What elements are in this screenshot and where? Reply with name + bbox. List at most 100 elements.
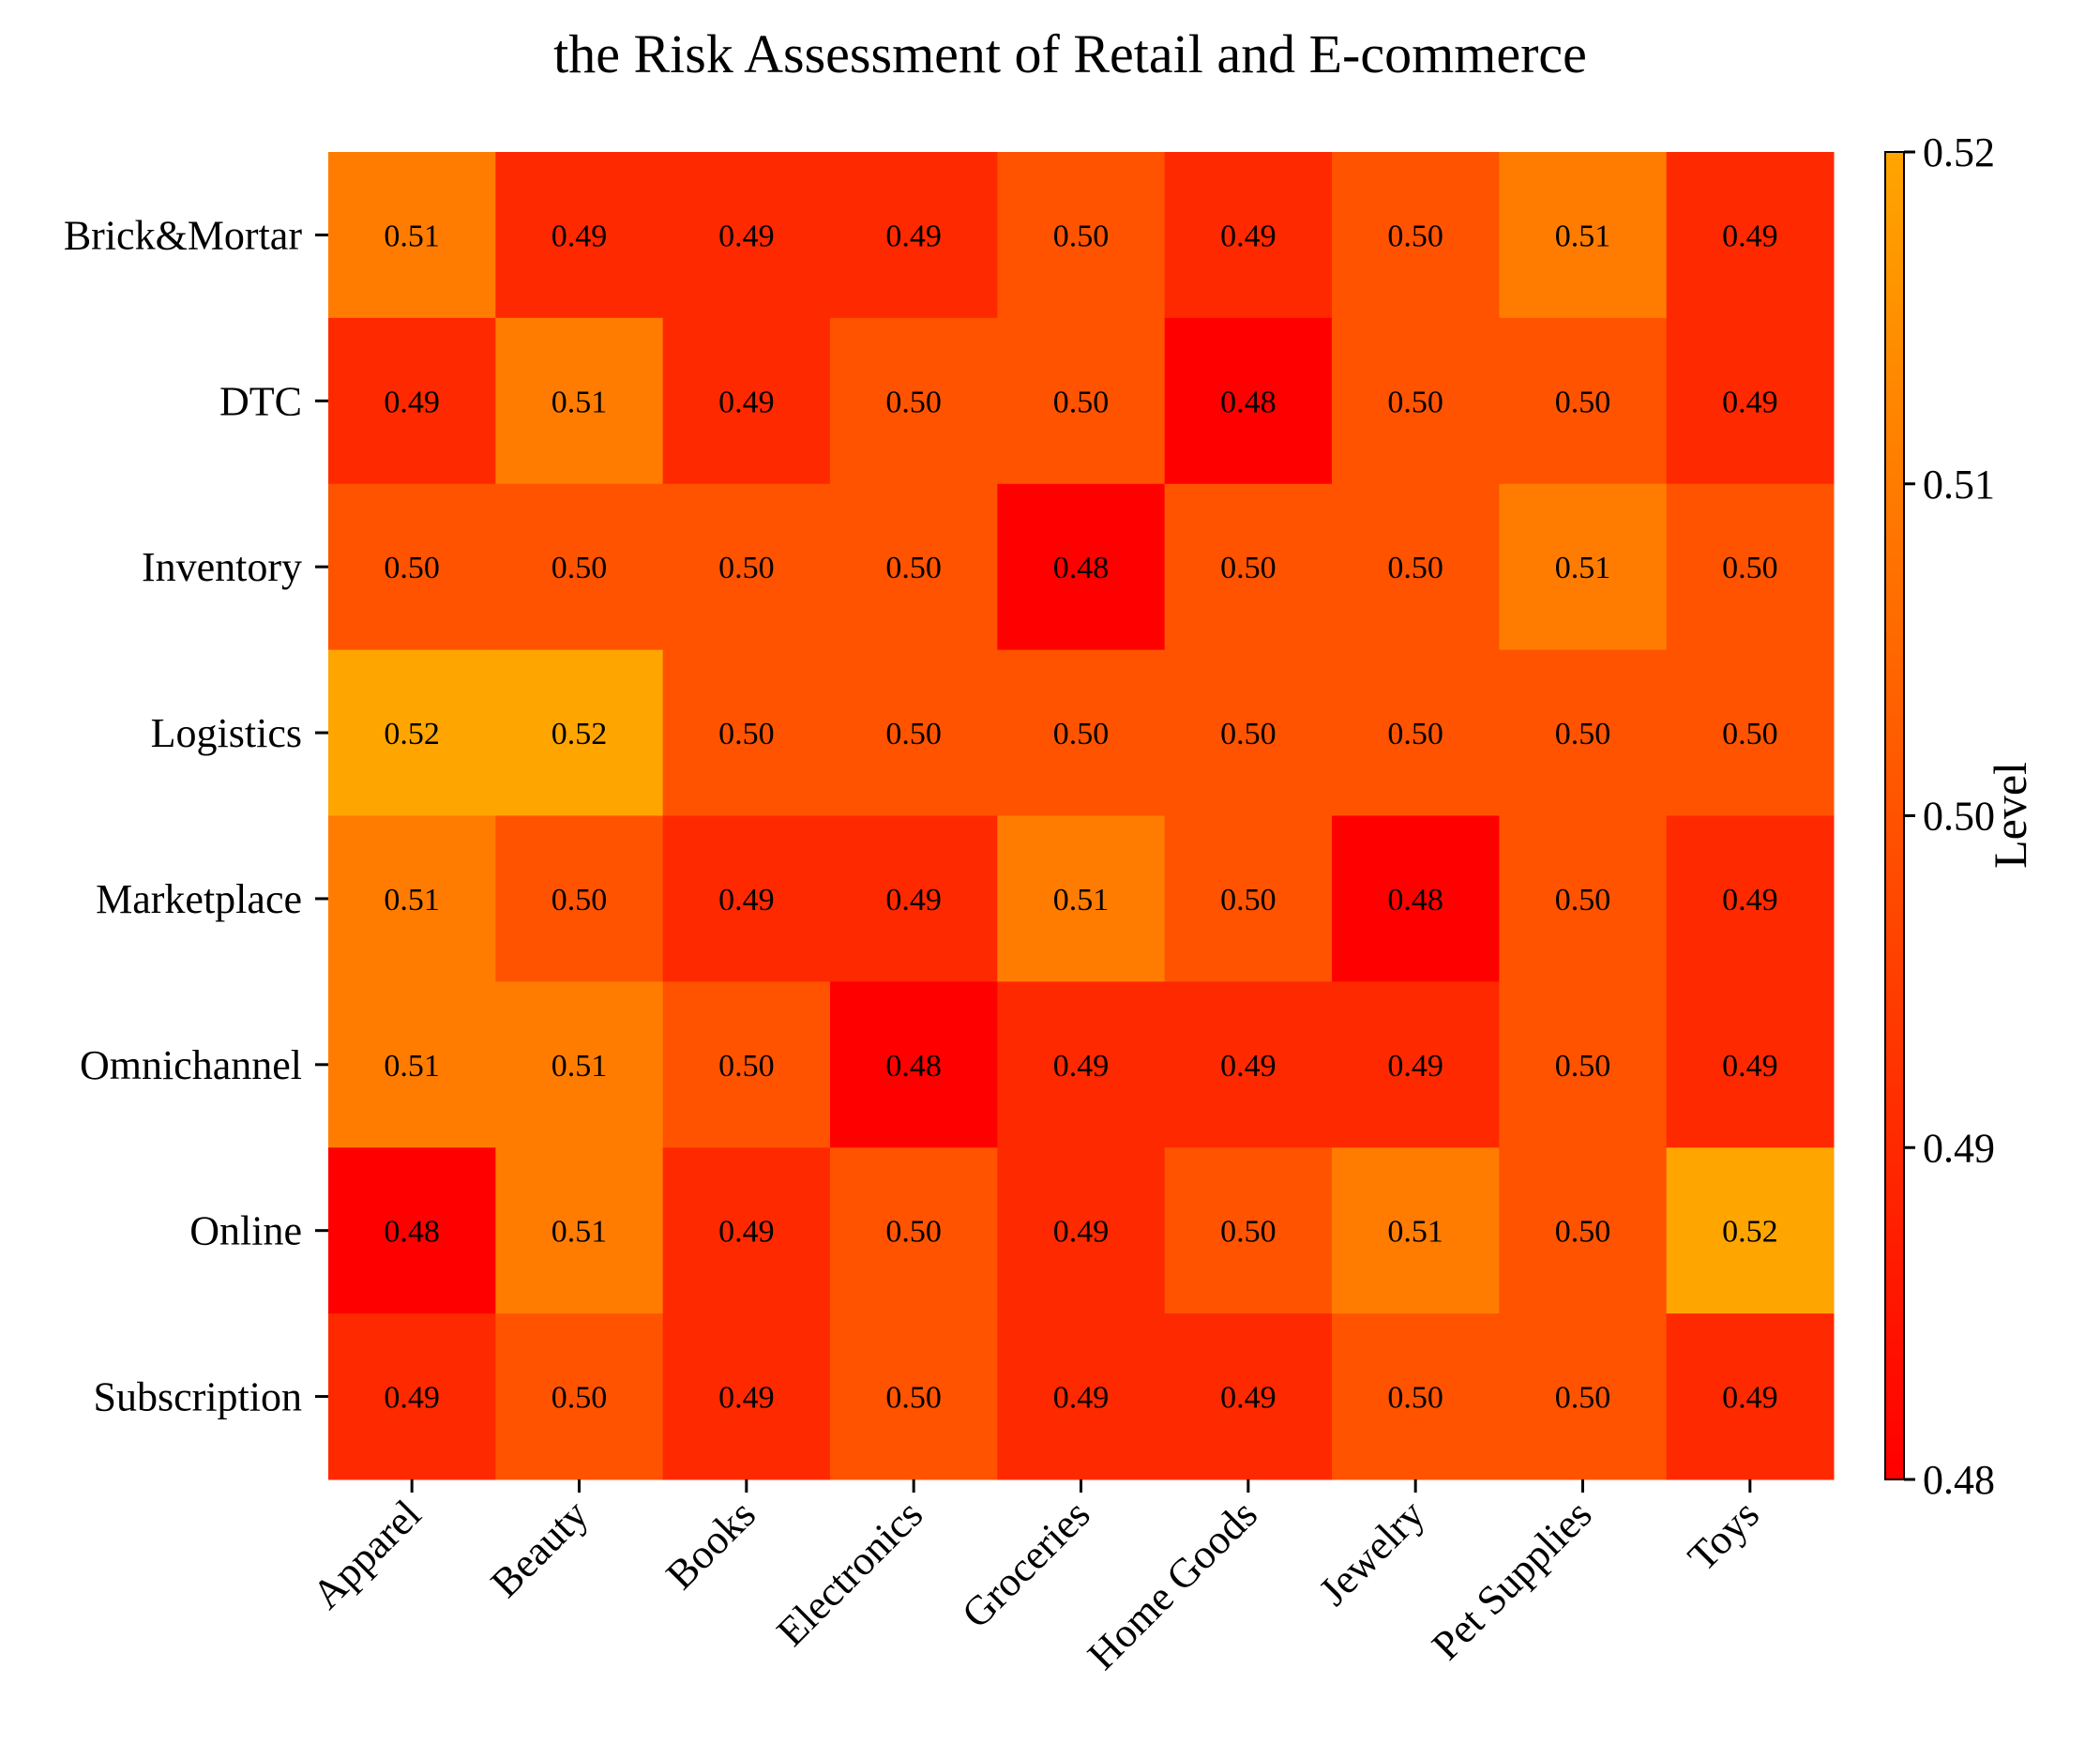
x-tick-label: Pet Supplies: [1423, 1491, 1600, 1668]
cell-value-label: 0.50: [1555, 717, 1611, 751]
cell-value-label: 0.50: [1387, 219, 1443, 253]
heatmap-cell: [495, 981, 664, 1148]
cell-value-label: 0.49: [1722, 1049, 1778, 1084]
heatmap-cell: [997, 317, 1166, 485]
heatmap-cell: [1666, 152, 1835, 319]
cell-value-label: 0.50: [1387, 551, 1443, 585]
heatmap-cell: [1666, 317, 1835, 485]
heatmap-cell: [1499, 483, 1668, 651]
y-tick-label: DTC: [219, 378, 302, 424]
cell-value-label: 0.49: [1053, 1215, 1110, 1250]
heatmap-cell: [328, 152, 496, 319]
colorbar-tick-label: 0.51: [1923, 462, 1995, 508]
heatmap-cell: [997, 1147, 1166, 1314]
heatmap-cells: [328, 152, 1835, 1480]
heatmap-cell: [1499, 981, 1668, 1148]
cell-value-label: 0.50: [885, 1215, 942, 1250]
heatmap-cell: [830, 483, 998, 651]
colorbar-label: Level: [1984, 762, 2036, 869]
cell-value-label: 0.48: [1053, 551, 1110, 585]
cell-value-label: 0.49: [718, 385, 775, 419]
y-tick-label: Subscription: [94, 1374, 302, 1420]
cell-value-label: 0.49: [1722, 883, 1778, 917]
heatmap-cell: [328, 483, 496, 651]
heatmap-cell: [830, 649, 998, 816]
cell-value-label: 0.49: [718, 219, 775, 253]
colorbar: 0.48 0.49 0.50 0.51 0.52 Level: [1884, 129, 2036, 1503]
heatmap-cell: [997, 483, 1166, 651]
heatmap-cell: [1164, 317, 1333, 485]
cell-value-label: 0.50: [1220, 717, 1277, 751]
heatmap-cell: [1332, 649, 1500, 816]
cell-value-label: 0.49: [1220, 1049, 1277, 1084]
heatmap-cell: [830, 152, 998, 319]
heatmap-cell: [1499, 815, 1668, 982]
heatmap-cell: [1499, 317, 1668, 485]
cell-value-label: 0.49: [718, 1215, 775, 1250]
cell-value-label: 0.50: [1555, 1381, 1611, 1416]
heatmap-cell: [1666, 483, 1835, 651]
y-tick-label: Omnichannel: [80, 1042, 302, 1088]
colorbar-tick-label: 0.49: [1923, 1125, 1995, 1171]
cell-value-label: 0.49: [551, 219, 608, 253]
heatmap-cell: [997, 815, 1166, 982]
cell-value-label: 0.49: [1053, 1381, 1110, 1416]
heatmap-cell: [495, 649, 664, 816]
heatmap-cell-labels: 0.51 0.49 0.49 0.49 0.50 0.49 0.50 0.51 0.49 0.49…: [384, 219, 1777, 1415]
heatmap-cell: [662, 981, 831, 1148]
heatmap-cell: [1332, 483, 1500, 651]
y-axis: Brick&Mortar DTC Inventory Logistics Marketp…: [64, 212, 328, 1420]
cell-value-label: 0.50: [1387, 1381, 1443, 1416]
cell-value-label: 0.50: [551, 883, 608, 917]
cell-value-label: 0.48: [1220, 385, 1277, 419]
x-tick-label: Toys: [1679, 1491, 1768, 1580]
cell-value-label: 0.50: [551, 551, 608, 585]
cell-value-label: 0.49: [384, 385, 440, 419]
x-tick-label: Electronics: [768, 1491, 932, 1655]
heatmap-cell: [1164, 815, 1333, 982]
heatmap-cell: [1332, 152, 1500, 319]
heatmap-cell: [830, 317, 998, 485]
colorbar-ticks: 0.48 0.49 0.50 0.51 0.52: [1904, 129, 1995, 1503]
x-tick-label: Groceries: [953, 1491, 1099, 1637]
cell-value-label: 0.50: [885, 551, 942, 585]
chart-title: the Risk Assessment of Retail and E-comm…: [553, 23, 1587, 84]
heatmap-cell: [830, 1147, 998, 1314]
cell-value-label: 0.51: [384, 1049, 440, 1084]
cell-value-label: 0.50: [1387, 717, 1443, 751]
cell-value-label: 0.51: [551, 385, 608, 419]
cell-value-label: 0.48: [1387, 883, 1443, 917]
y-tick-label: Marketplace: [96, 876, 302, 922]
cell-value-label: 0.50: [551, 1381, 608, 1416]
heatmap-cell: [1332, 1313, 1500, 1480]
cell-value-label: 0.50: [1053, 717, 1110, 751]
heatmap-cell: [328, 317, 496, 485]
cell-value-label: 0.50: [1555, 883, 1611, 917]
heatmap-cell: [328, 815, 496, 982]
cell-value-label: 0.49: [718, 1381, 775, 1416]
cell-value-label: 0.50: [384, 551, 440, 585]
heatmap-cell: [830, 981, 998, 1148]
heatmap-cell: [328, 649, 496, 816]
heatmap-cell: [1164, 1313, 1333, 1480]
y-tick-label: Logistics: [151, 710, 302, 756]
heatmap-cell: [328, 1313, 496, 1480]
heatmap-cell: [495, 483, 664, 651]
heatmap-cell: [997, 649, 1166, 816]
heatmap-cell: [1666, 1147, 1835, 1314]
cell-value-label: 0.51: [1555, 551, 1611, 585]
cell-value-label: 0.50: [1220, 1215, 1277, 1250]
x-tick-label: Books: [657, 1491, 764, 1598]
cell-value-label: 0.50: [1053, 219, 1110, 253]
heatmap-cell: [1164, 1147, 1333, 1314]
heatmap-cell: [1332, 1147, 1500, 1314]
y-tick-label: Online: [189, 1208, 302, 1254]
heatmap-cell: [662, 1147, 831, 1314]
cell-value-label: 0.49: [718, 883, 775, 917]
cell-value-label: 0.51: [1053, 883, 1110, 917]
cell-value-label: 0.50: [885, 717, 942, 751]
cell-value-label: 0.51: [384, 883, 440, 917]
cell-value-label: 0.52: [551, 717, 608, 751]
y-tick-label: Brick&Mortar: [64, 212, 303, 258]
